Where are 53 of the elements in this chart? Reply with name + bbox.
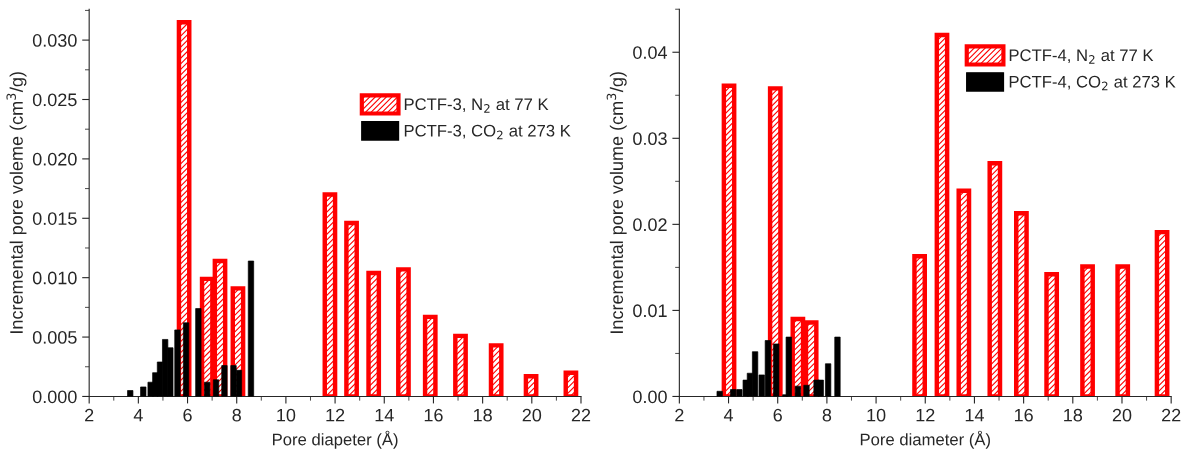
x-tick-label: 14 xyxy=(375,408,394,422)
y-tick-label: 0.025 xyxy=(32,93,77,107)
legend-label: PCTF-4, CO$_{2}$ at 273 K xyxy=(1009,75,1176,91)
y-axis-title: Incremental pore volume (cm$^{3}$/g) xyxy=(606,72,627,333)
x-axis-title: Pore diapeter (Å) xyxy=(273,430,398,449)
x-tick-label: 18 xyxy=(1064,408,1083,422)
bar xyxy=(247,260,255,397)
bar xyxy=(183,322,190,397)
x-tick-label: 4 xyxy=(133,408,143,422)
y-tick-label: 0.015 xyxy=(32,212,77,225)
y-axis-title: Incremental pore voleme (cm$^{3}$/g) xyxy=(6,72,27,333)
y-tick-label: 0.030 xyxy=(32,34,77,47)
bar xyxy=(794,385,801,397)
y-tick-label: 0.010 xyxy=(32,271,77,285)
x-tick-label: 6 xyxy=(773,408,782,422)
x-tick-label: 6 xyxy=(183,408,192,422)
x-tick-label: 8 xyxy=(232,408,241,422)
x-tick-label: 20 xyxy=(1112,408,1132,422)
y-tick-label: 0.02 xyxy=(633,218,667,232)
y-tick-label: 0.005 xyxy=(32,331,77,344)
x-tick-label: 16 xyxy=(424,408,443,422)
x-tick-label: 14 xyxy=(965,408,984,422)
legend-label: PCTF-3, CO$_{2}$ at 273 K xyxy=(404,124,571,140)
y-tick-label: 0.04 xyxy=(633,46,668,59)
x-tick-label: 10 xyxy=(867,408,886,422)
bar xyxy=(834,336,841,397)
x-axis-title: Pore diameter (Å) xyxy=(860,430,990,449)
y-tick-label: 0.03 xyxy=(633,132,667,146)
x-tick-label: 12 xyxy=(326,408,345,422)
x-tick-label: 2 xyxy=(85,408,94,422)
x-tick-label: 22 xyxy=(571,408,591,422)
x-tick-label: 22 xyxy=(1162,408,1181,422)
y-tick-label: 0.020 xyxy=(32,152,77,166)
legend-label: PCTF-4, N$_{2}$ at 77 K xyxy=(1009,49,1154,64)
bar xyxy=(803,384,810,397)
y-tick-label: 0.00 xyxy=(633,390,667,404)
x-tick-label: 20 xyxy=(522,408,542,422)
y-tick-label: 0.000 xyxy=(32,390,77,404)
x-tick-label: 8 xyxy=(822,408,832,422)
bar xyxy=(204,381,211,397)
bar xyxy=(213,379,220,397)
x-tick-label: 16 xyxy=(1014,408,1033,422)
legend-label: PCTF-3, N$_{2}$ at 77 K xyxy=(404,98,549,113)
x-tick-label: 12 xyxy=(916,408,935,422)
x-tick-label: 4 xyxy=(723,408,734,422)
bar xyxy=(773,343,780,397)
x-tick-label: 2 xyxy=(675,408,684,422)
y-tick-label: 0.01 xyxy=(633,304,667,318)
bar xyxy=(221,365,228,397)
x-tick-label: 10 xyxy=(277,408,296,422)
bar xyxy=(127,390,134,397)
x-tick-label: 18 xyxy=(473,408,492,422)
bar xyxy=(716,390,723,397)
